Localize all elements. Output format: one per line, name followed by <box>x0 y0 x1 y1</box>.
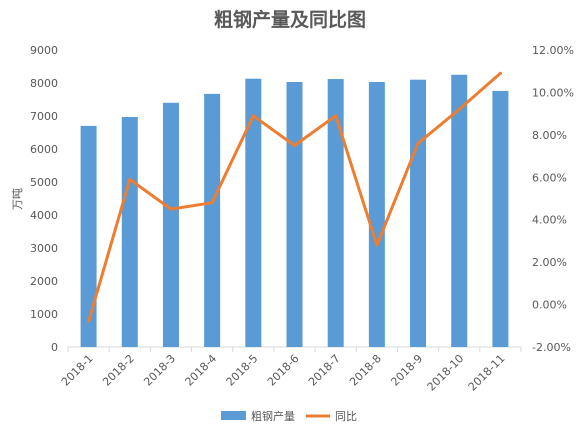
y-axis-tick-label: 1000 <box>30 308 58 321</box>
yoy-point-2018-11 <box>498 71 502 75</box>
x-axis: 2018-1 2018-2 2018-3 2018-4 2018-5 2018-6 2018… <box>59 346 522 394</box>
yoy-point-2018-2 <box>128 177 132 181</box>
legend-item-line: 同比 <box>306 410 357 423</box>
y-axis-title: 万吨 <box>11 188 24 210</box>
bar-2018-5 <box>245 78 262 348</box>
chart-title: 粗钢产量及同比图 <box>214 8 366 31</box>
x-axis-tick-label: 2018-4 <box>183 352 220 389</box>
bar-2018-10 <box>451 74 468 347</box>
yoy-point-2018-5 <box>251 114 255 118</box>
y-axis-tick-label: 2000 <box>30 275 58 288</box>
y-axis-tick-label: 9000 <box>30 44 58 57</box>
bar-2018-8 <box>368 82 385 347</box>
y-axis-tick-label: 6000 <box>30 143 58 156</box>
y-axis-tick-label: 3000 <box>30 242 58 255</box>
x-axis-tick-label: 2018-3 <box>141 352 178 389</box>
bar-2018-4 <box>204 93 221 347</box>
bar-2018-9 <box>410 79 427 347</box>
yoy-point-2018-7 <box>334 114 338 118</box>
yoy-point-2018-6 <box>293 143 296 147</box>
bar-2018-3 <box>162 102 179 347</box>
y2-axis-tick-label: 10.00% <box>532 86 574 99</box>
yoy-point-2018-10 <box>457 107 461 111</box>
y-axis-tick-label: 0 <box>51 341 58 354</box>
bar-2018-2 <box>121 116 138 348</box>
y-axis-left: 0 1000 2000 3000 4000 5000 6000 7000 8000 9000 <box>30 44 58 354</box>
y-axis-tick-label: 4000 <box>30 209 58 222</box>
yoy-point-2018-1 <box>87 320 91 324</box>
bar-2018-1 <box>80 125 97 348</box>
bar-2018-11 <box>492 90 509 348</box>
y2-axis-tick-label: 6.00% <box>532 171 567 184</box>
y2-axis-tick-label: 12.00% <box>532 44 574 57</box>
x-axis-tick-label: 2018-8 <box>347 352 384 389</box>
yoy-point-2018-9 <box>416 141 420 145</box>
bar-2018-7 <box>327 79 344 347</box>
y2-axis-tick-label: -2.00% <box>532 341 571 354</box>
legend-label: 粗钢产量 <box>251 409 295 423</box>
y2-axis-tick-label: 4.00% <box>532 214 567 227</box>
legend-item-bar: 粗钢产量 <box>221 409 295 423</box>
y-axis-tick-label: 5000 <box>30 176 58 189</box>
x-axis-tick-label: 2018-2 <box>100 352 137 389</box>
y2-axis-tick-label: 8.00% <box>532 129 567 142</box>
y-axis-tick-label: 8000 <box>30 77 58 90</box>
x-axis-tick-label: 2018-1 <box>59 352 96 389</box>
x-axis-tick-label: 2018-5 <box>224 352 261 389</box>
y2-axis-tick-label: 2.00% <box>532 256 567 269</box>
legend-label: 同比 <box>335 410 357 423</box>
legend: 粗钢产量 同比 <box>221 409 357 423</box>
legend-swatch-bar <box>221 411 246 420</box>
x-axis-tick-label: 2018-11 <box>466 352 508 394</box>
x-axis-tick-label: 2018-6 <box>265 352 302 389</box>
line-series <box>87 71 502 324</box>
x-axis-tick-label: 2018-9 <box>388 352 425 389</box>
bar-series <box>80 74 509 348</box>
y-axis-tick-label: 7000 <box>30 110 58 123</box>
x-axis-tick-label: 2018-10 <box>425 352 467 394</box>
bar-2018-6 <box>286 82 303 347</box>
yoy-point-2018-4 <box>210 201 214 205</box>
y2-axis-tick-label: 0.00% <box>532 299 567 312</box>
x-axis-tick-label: 2018-7 <box>306 352 343 389</box>
yoy-point-2018-3 <box>169 207 173 211</box>
y-axis-right: -2.00% 0.00% 2.00% 4.00% 6.00% 8.00% 10.00% 12.… <box>532 44 574 354</box>
yoy-point-2018-8 <box>375 243 379 247</box>
